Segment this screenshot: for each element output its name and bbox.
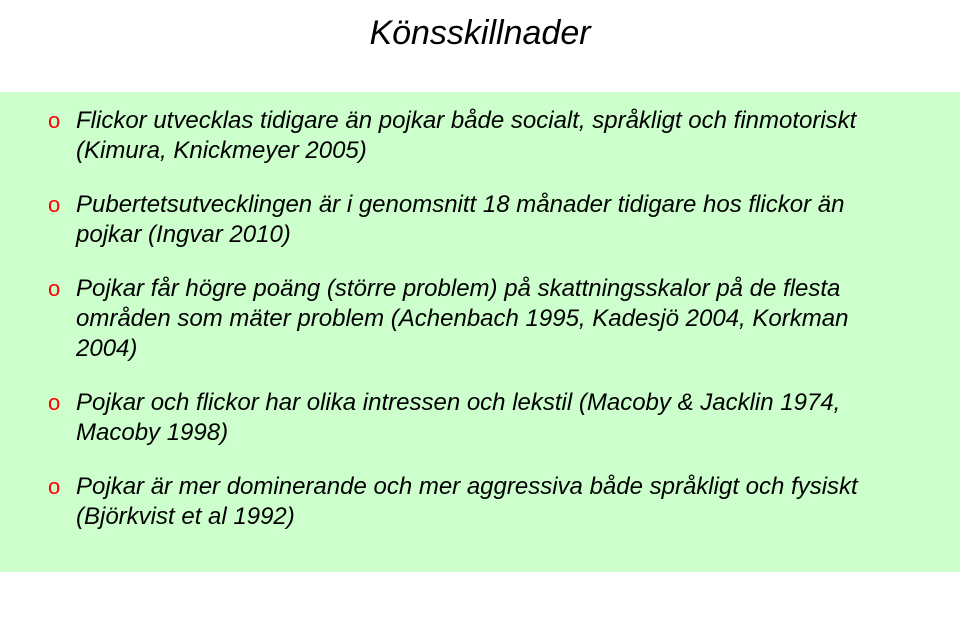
slide-title: Könsskillnader — [369, 14, 590, 52]
bullet-text: Flickor utvecklas tidigare än pojkar båd… — [76, 106, 900, 166]
bullet-item: o Pojkar och flickor har olika intressen… — [48, 388, 900, 448]
bullet-text: Pojkar är mer dominerande och mer aggres… — [76, 472, 900, 532]
bullet-text: Pubertetsutvecklingen är i genomsnitt 18… — [76, 190, 900, 250]
bullet-glyph: o — [48, 274, 76, 304]
bullet-glyph: o — [48, 106, 76, 136]
slide: Könsskillnader o Flickor utvecklas tidig… — [0, 0, 960, 622]
title-wrap: Könsskillnader — [0, 14, 960, 53]
body-box: o Flickor utvecklas tidigare än pojkar b… — [0, 92, 960, 572]
bullet-glyph: o — [48, 472, 76, 502]
bullet-glyph: o — [48, 388, 76, 418]
bullet-item: o Flickor utvecklas tidigare än pojkar b… — [48, 106, 900, 166]
bullet-text: Pojkar får högre poäng (större problem) … — [76, 274, 900, 364]
bullet-item: o Pubertetsutvecklingen är i genomsnitt … — [48, 190, 900, 250]
bullet-item: o Pojkar är mer dominerande och mer aggr… — [48, 472, 900, 532]
bullet-glyph: o — [48, 190, 76, 220]
bullet-item: o Pojkar får högre poäng (större problem… — [48, 274, 900, 364]
bullet-text: Pojkar och flickor har olika intressen o… — [76, 388, 900, 448]
